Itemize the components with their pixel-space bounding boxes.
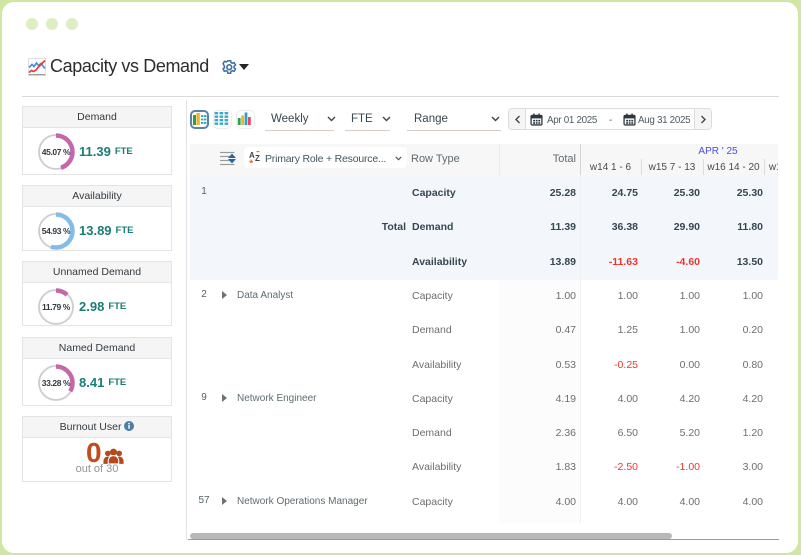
svg-text:Z: Z	[255, 154, 260, 163]
svg-text:A: A	[249, 151, 255, 160]
